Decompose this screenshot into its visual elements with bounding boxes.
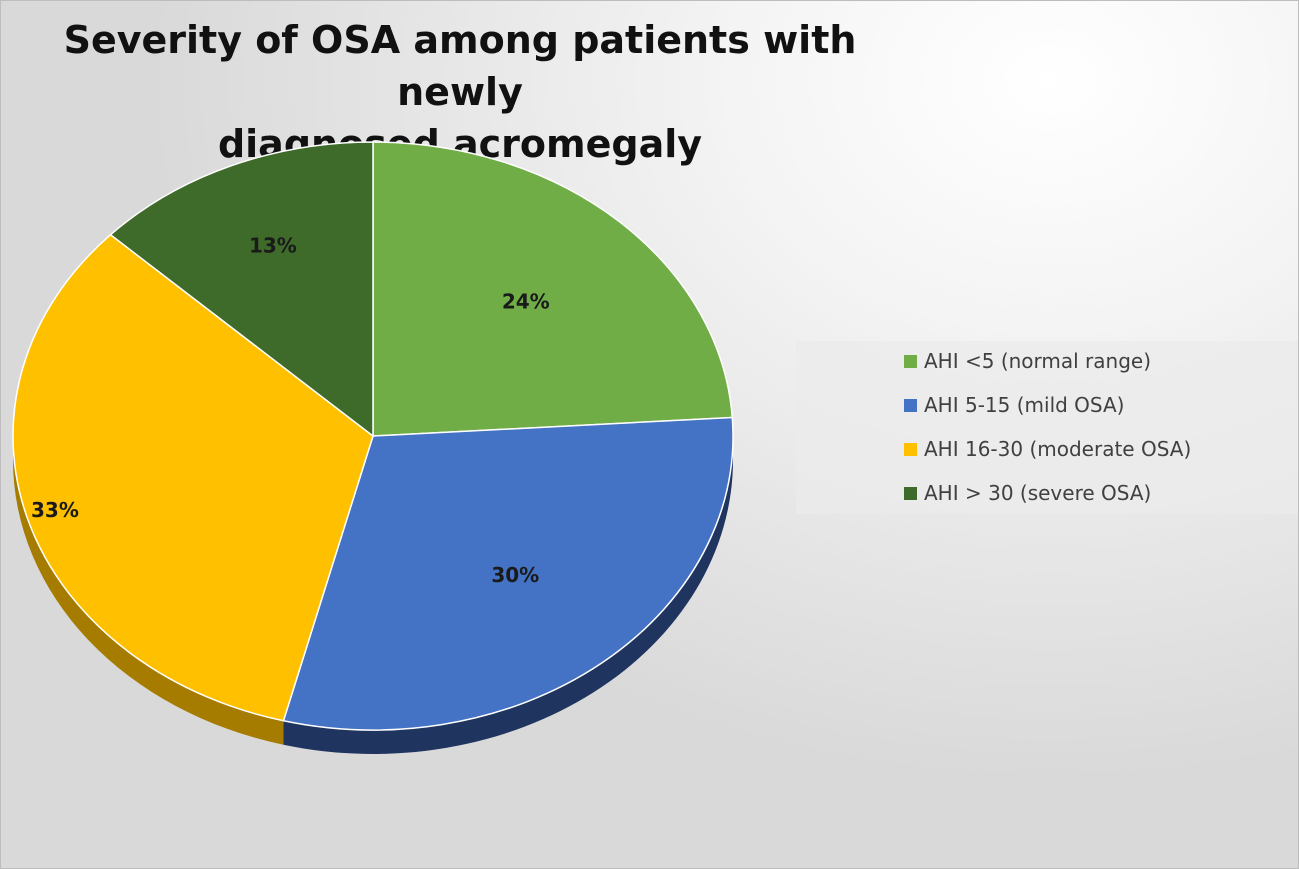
legend-swatch-mild	[904, 398, 917, 412]
legend-label-severe: AHI > 30 (severe OSA)	[924, 481, 1152, 505]
chart-title-line-1: Severity of OSA among patients with newl…	[63, 18, 857, 114]
legend-swatch-normal	[904, 354, 917, 368]
data-label-moderate: 33%	[31, 498, 79, 522]
legend-item-normal: AHI <5 (normal range)	[904, 349, 1151, 373]
pie-slice-mild	[282, 416, 734, 731]
legend-item-mild: AHI 5-15 (mild OSA)	[904, 393, 1124, 417]
pie-side-moderate	[13, 436, 284, 745]
legend-item-severe: AHI > 30 (severe OSA)	[904, 481, 1151, 505]
chart-legend: AHI <5 (normal range) AHI 5-15 (mild OSA…	[796, 341, 1298, 514]
pie-slice-normal	[372, 141, 734, 437]
pie-slice-moderate	[12, 233, 374, 722]
legend-item-moderate: AHI 16-30 (moderate OSA)	[904, 437, 1191, 461]
legend-swatch-moderate	[904, 442, 917, 456]
data-label-normal: 24%	[502, 290, 550, 314]
chart-title: Severity of OSA among patients with newl…	[0, 14, 920, 170]
data-label-mild: 30%	[491, 563, 539, 587]
pie-slice-severe	[109, 141, 374, 438]
data-label-severe: 13%	[249, 234, 297, 258]
legend-label-mild: AHI 5-15 (mild OSA)	[924, 393, 1125, 417]
legend-swatch-severe	[904, 486, 917, 500]
legend-label-normal: AHI <5 (normal range)	[924, 349, 1152, 373]
legend-label-moderate: AHI 16-30 (moderate OSA)	[924, 437, 1192, 461]
